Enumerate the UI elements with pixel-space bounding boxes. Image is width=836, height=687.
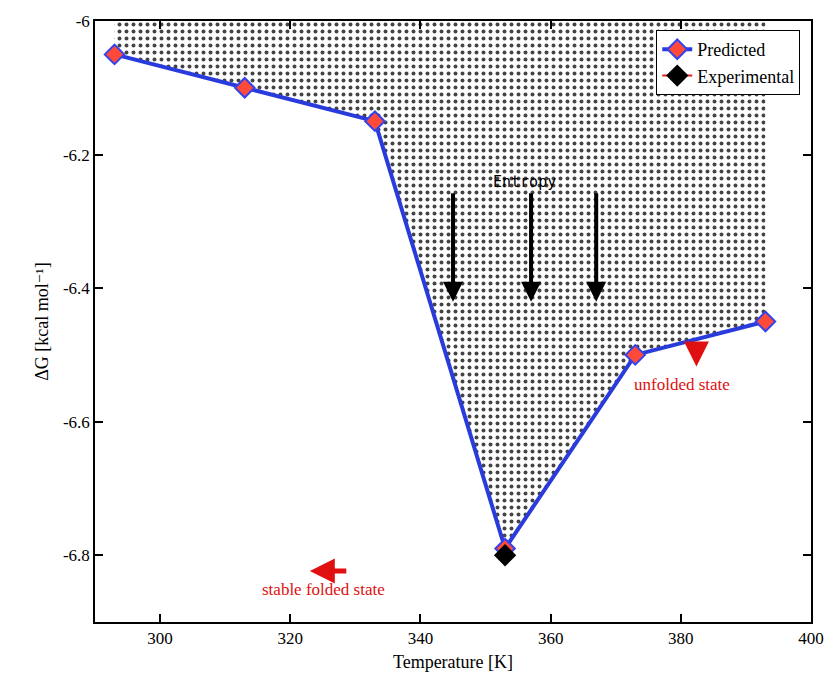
- svg-text:-6.8: -6.8: [63, 546, 90, 565]
- svg-text:300: 300: [147, 629, 173, 648]
- svg-text:Entropy: Entropy: [493, 173, 556, 191]
- svg-text:Temperature [K]: Temperature [K]: [393, 652, 513, 672]
- svg-text:-6.6: -6.6: [63, 413, 90, 432]
- svg-text:340: 340: [408, 629, 434, 648]
- svg-text:-6.2: -6.2: [63, 146, 90, 165]
- svg-text:-6: -6: [76, 12, 90, 31]
- svg-text:ΔG [kcal mol⁻¹]: ΔG [kcal mol⁻¹]: [32, 262, 52, 380]
- svg-text:unfolded state: unfolded state: [634, 375, 730, 394]
- svg-text:stable folded state: stable folded state: [262, 580, 385, 599]
- svg-text:Experimental: Experimental: [697, 67, 794, 87]
- svg-text:380: 380: [668, 629, 694, 648]
- svg-text:-6.4: -6.4: [63, 279, 90, 298]
- svg-text:400: 400: [798, 629, 824, 648]
- svg-text:360: 360: [538, 629, 564, 648]
- svg-text:Predicted: Predicted: [697, 40, 765, 60]
- svg-text:320: 320: [278, 629, 304, 648]
